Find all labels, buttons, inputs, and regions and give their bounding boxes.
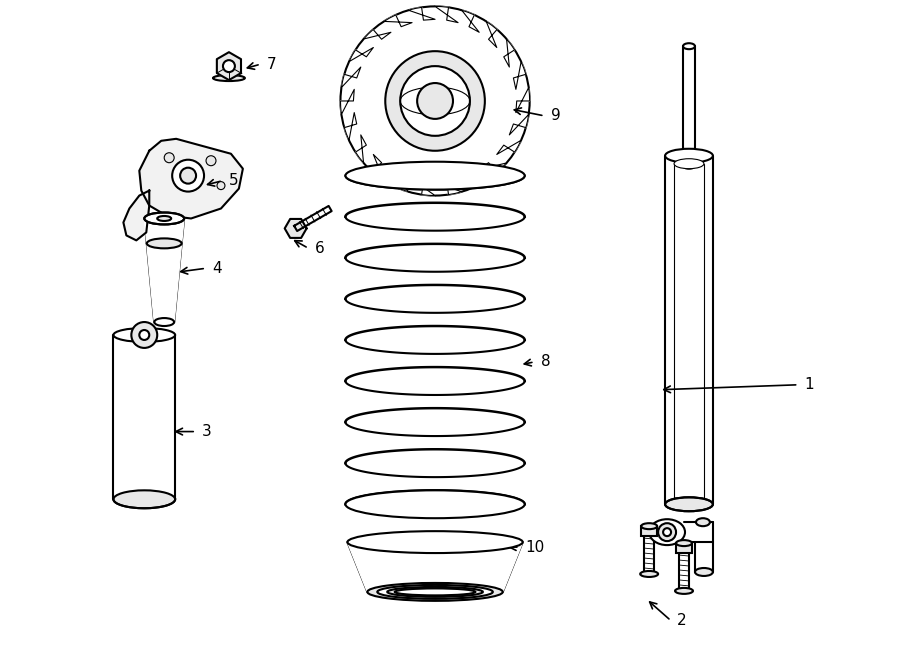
- Polygon shape: [516, 87, 530, 112]
- Ellipse shape: [675, 588, 693, 594]
- Polygon shape: [147, 243, 182, 322]
- Polygon shape: [356, 135, 366, 163]
- Circle shape: [400, 66, 470, 136]
- Ellipse shape: [113, 328, 176, 342]
- Ellipse shape: [213, 75, 245, 81]
- Polygon shape: [384, 15, 412, 26]
- Ellipse shape: [665, 497, 713, 511]
- Ellipse shape: [377, 585, 493, 599]
- Text: 3: 3: [202, 424, 211, 439]
- FancyBboxPatch shape: [676, 543, 692, 553]
- Text: 7: 7: [266, 57, 276, 71]
- Polygon shape: [435, 7, 458, 22]
- Ellipse shape: [674, 159, 704, 169]
- Polygon shape: [341, 67, 361, 87]
- Circle shape: [131, 322, 158, 348]
- Circle shape: [180, 168, 196, 184]
- Circle shape: [206, 156, 216, 166]
- Ellipse shape: [696, 518, 710, 526]
- FancyBboxPatch shape: [641, 526, 657, 536]
- Polygon shape: [513, 61, 526, 89]
- Ellipse shape: [154, 318, 175, 326]
- Polygon shape: [497, 140, 521, 155]
- Polygon shape: [144, 219, 184, 243]
- Polygon shape: [140, 139, 243, 219]
- Ellipse shape: [113, 490, 176, 508]
- Polygon shape: [345, 112, 356, 140]
- Circle shape: [417, 83, 453, 119]
- Polygon shape: [486, 21, 497, 48]
- Polygon shape: [462, 10, 479, 32]
- Ellipse shape: [683, 43, 695, 49]
- Polygon shape: [294, 206, 331, 231]
- Ellipse shape: [346, 490, 525, 518]
- Polygon shape: [435, 182, 462, 194]
- Ellipse shape: [147, 239, 182, 249]
- Polygon shape: [347, 542, 523, 592]
- Ellipse shape: [676, 540, 692, 546]
- Polygon shape: [364, 30, 391, 39]
- Circle shape: [223, 60, 235, 72]
- Polygon shape: [349, 48, 373, 61]
- Ellipse shape: [367, 583, 503, 601]
- Circle shape: [172, 160, 204, 192]
- Ellipse shape: [649, 519, 685, 545]
- Circle shape: [385, 51, 485, 151]
- Polygon shape: [374, 155, 384, 180]
- Ellipse shape: [395, 588, 475, 596]
- Polygon shape: [217, 52, 241, 80]
- Text: 6: 6: [315, 241, 324, 256]
- Polygon shape: [504, 39, 515, 67]
- Polygon shape: [340, 89, 355, 114]
- Circle shape: [164, 153, 175, 163]
- Ellipse shape: [665, 149, 713, 163]
- Ellipse shape: [683, 163, 695, 169]
- Polygon shape: [391, 170, 409, 192]
- Ellipse shape: [158, 216, 171, 221]
- Polygon shape: [509, 114, 528, 135]
- Ellipse shape: [641, 524, 657, 529]
- Circle shape: [140, 330, 149, 340]
- Text: 10: 10: [526, 539, 544, 555]
- Ellipse shape: [640, 571, 658, 577]
- Ellipse shape: [695, 568, 713, 576]
- Ellipse shape: [346, 162, 525, 190]
- Ellipse shape: [387, 587, 483, 597]
- Text: 2: 2: [677, 613, 687, 628]
- Circle shape: [658, 524, 676, 541]
- Circle shape: [663, 528, 671, 536]
- Polygon shape: [458, 175, 486, 187]
- Text: 5: 5: [229, 173, 238, 188]
- Polygon shape: [409, 7, 435, 20]
- Text: 4: 4: [212, 260, 221, 276]
- Circle shape: [340, 7, 530, 196]
- Polygon shape: [284, 219, 307, 238]
- Polygon shape: [123, 190, 149, 241]
- Text: 9: 9: [551, 108, 561, 124]
- Ellipse shape: [347, 531, 523, 553]
- Polygon shape: [479, 163, 507, 173]
- Ellipse shape: [144, 212, 184, 225]
- Text: 8: 8: [541, 354, 550, 369]
- Text: 1: 1: [805, 377, 814, 392]
- Circle shape: [217, 182, 225, 190]
- Polygon shape: [412, 179, 435, 196]
- Ellipse shape: [113, 490, 176, 508]
